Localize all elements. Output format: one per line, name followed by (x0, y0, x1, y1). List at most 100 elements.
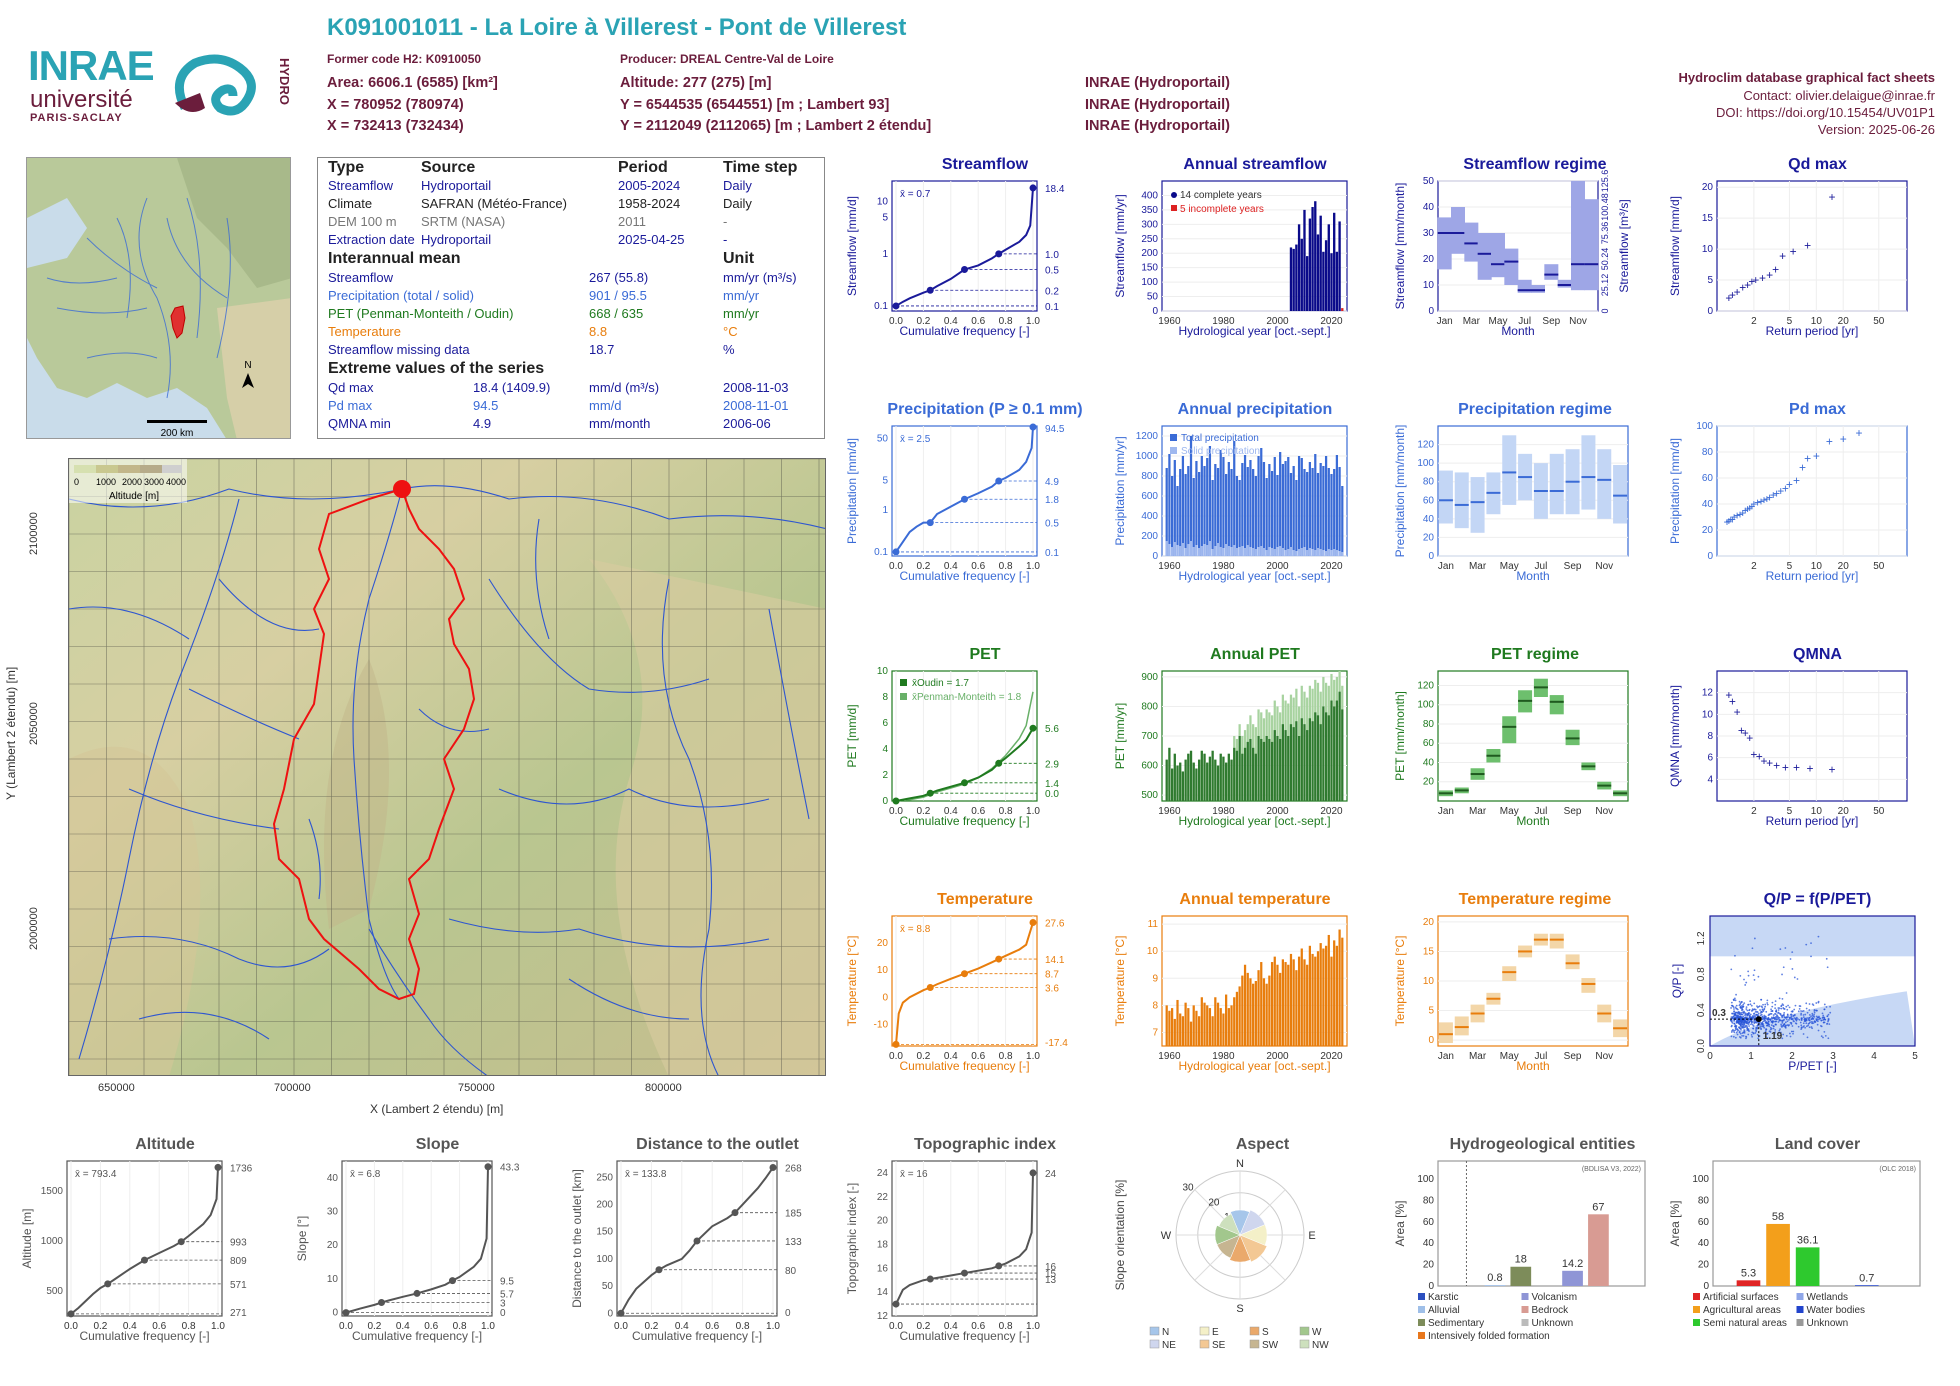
annual-bar (1297, 956, 1301, 1046)
series-line (895, 187, 1034, 307)
info-header-period: Period (618, 159, 668, 176)
data-point (1756, 1006, 1759, 1009)
annual-bar (1289, 724, 1293, 801)
annual-bar (1341, 937, 1344, 1046)
data-point: + (1773, 758, 1780, 772)
data-point (1739, 1020, 1742, 1023)
annual-bar-solid (1176, 545, 1179, 556)
annual-bar (1216, 765, 1220, 801)
y-axis-label: Streamflow [mm/month] (1393, 183, 1407, 310)
info-header-mean: Interannual mean (328, 250, 461, 267)
y-tick-label: 60 (1423, 495, 1435, 506)
annual-bar (1327, 224, 1330, 311)
annual-bar (1330, 253, 1333, 311)
annual-bar (1322, 948, 1325, 1046)
data-point (1734, 1036, 1737, 1039)
data-point: + (1799, 461, 1806, 475)
data-point (1781, 1025, 1784, 1027)
data-point (1773, 1017, 1776, 1020)
extreme-unit: mm/d (589, 398, 622, 413)
doi: DOI: https://doi.org/10.15454/UV01P1 (1716, 105, 1935, 120)
mean-value: 267 (55.8) (589, 270, 649, 285)
annual-bar (1233, 441, 1236, 556)
data-point (1760, 1028, 1762, 1031)
annual-bar (1268, 738, 1271, 801)
annual-bar (1268, 975, 1271, 1046)
y-tick-label: 150 (596, 1227, 613, 1238)
regime-box (1470, 477, 1485, 533)
annual-bar (1287, 964, 1290, 1046)
data-point (1769, 1012, 1772, 1015)
data-point: + (1752, 273, 1759, 287)
data-point (1808, 1009, 1811, 1011)
aspect-legend-entry: SE (1212, 1340, 1226, 1351)
chart-title: Temperature regime (1459, 891, 1612, 908)
data-point (1763, 1014, 1766, 1017)
mean-label: x̄ = 2.5 (900, 434, 931, 445)
annual-bar-solid (1184, 548, 1187, 556)
x-tick-label: 1960 (1158, 1051, 1181, 1062)
data-point (1800, 1026, 1803, 1029)
data-point (1744, 1014, 1746, 1017)
annual-bar-solid (1222, 548, 1225, 556)
annual-bar (1238, 986, 1241, 1046)
annual-bar (1273, 730, 1276, 801)
data-point (1804, 1026, 1807, 1029)
data-point (1730, 1025, 1733, 1028)
data-point (1732, 1006, 1735, 1008)
annual-bar-solid (1165, 541, 1168, 556)
annual-bar (1179, 762, 1182, 801)
y-tick-label: 120 (1417, 440, 1434, 451)
data-point (1826, 1023, 1828, 1025)
y-tick-label: 22 (877, 1192, 889, 1203)
data-point (1811, 1012, 1814, 1015)
chart-title: Topographic index (914, 1136, 1056, 1153)
data-point (1736, 1008, 1739, 1011)
quantile-label: 1.0 (1045, 250, 1059, 261)
data-point (1785, 1005, 1788, 1008)
annual-bar-solid (1200, 546, 1203, 556)
data-point: + (1748, 274, 1755, 288)
x-tick-label: 2 (1789, 1051, 1795, 1062)
data-point (1785, 992, 1788, 994)
annual-bar-solid (1203, 544, 1206, 556)
y-tick-label: 4 (882, 744, 888, 755)
annual-bar (1319, 943, 1322, 1046)
x-tick-label: 5 (1912, 1051, 1918, 1062)
x-tick-label: 0.8 (999, 1321, 1013, 1332)
annual-bar (1295, 721, 1298, 801)
data-point (1823, 1008, 1826, 1011)
data-point (1760, 998, 1763, 1001)
annual-bar (1241, 975, 1244, 1046)
aspect-sector (1239, 1234, 1268, 1263)
data-point (1774, 1031, 1777, 1034)
annual-bar (1233, 747, 1236, 801)
info-type: Streamflow (328, 178, 394, 193)
data-point (1749, 1003, 1752, 1006)
quantile-marker (731, 1209, 739, 1217)
data-point: + (1829, 190, 1836, 204)
data-point (1770, 1024, 1773, 1027)
data-point: + (1737, 507, 1744, 521)
data-point (1806, 1011, 1809, 1014)
annual-bar (1262, 978, 1266, 1046)
data-point (1744, 1018, 1747, 1021)
data-point (1783, 1014, 1785, 1017)
y-tick-label: 10 (1423, 976, 1435, 987)
data-point (1781, 1016, 1784, 1019)
info-period: 2011 (618, 214, 646, 229)
annual-bar (1227, 462, 1230, 556)
annual-bar (1238, 480, 1241, 556)
data-point (1746, 1020, 1748, 1023)
data-point (1759, 1014, 1762, 1017)
data-point (1736, 1028, 1739, 1031)
data-point (1745, 1006, 1748, 1009)
x-tick-label: 0.4 (944, 1321, 958, 1332)
data-point (1761, 1008, 1764, 1011)
y-axis-label: Temperature [°C] (1393, 936, 1407, 1027)
data-point (1770, 1008, 1772, 1011)
info-type: Climate (328, 196, 373, 211)
annual-bar (1292, 248, 1295, 311)
data-point (1738, 1036, 1741, 1038)
data-point (1812, 1004, 1815, 1007)
